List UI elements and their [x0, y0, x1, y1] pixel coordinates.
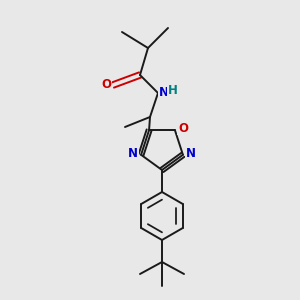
Text: O: O	[101, 79, 111, 92]
Text: H: H	[168, 85, 178, 98]
Text: O: O	[178, 122, 188, 135]
Text: N: N	[186, 147, 196, 160]
Text: N: N	[128, 147, 138, 160]
Text: N: N	[159, 85, 169, 98]
